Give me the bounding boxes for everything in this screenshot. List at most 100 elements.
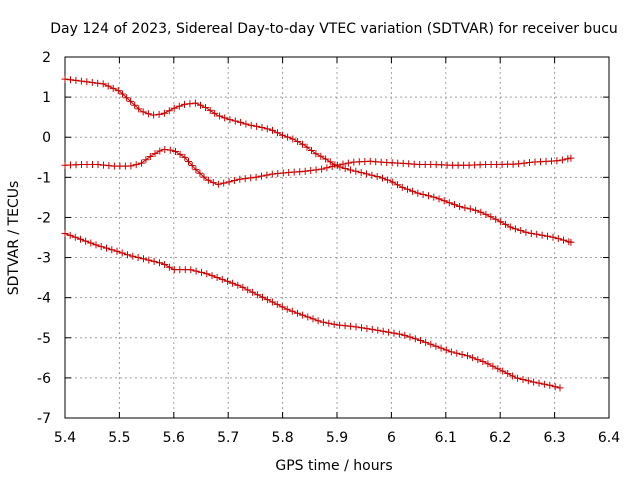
data-point-marker [241,175,249,183]
data-point-marker [99,80,107,88]
data-point-marker [477,208,485,216]
data-point-marker [145,256,153,264]
data-point-marker [259,293,266,301]
data-point-marker [519,376,527,383]
data-point-marker [307,167,315,174]
y-tick-label: -4 [37,291,51,307]
y-tick-label: -1 [37,170,51,186]
data-point-marker [109,84,117,92]
data-point-marker [509,372,517,380]
data-point-marker [304,313,312,321]
data-point-marker [170,104,178,112]
series-upper [61,75,575,246]
data-point-marker [150,257,158,265]
data-point-marker [440,197,448,205]
data-point-marker [150,111,158,119]
data-point-marker [357,169,365,177]
data-point-marker [527,229,535,237]
data-point-marker [492,215,500,223]
data-point-marker [230,177,238,184]
data-point-marker [533,230,541,238]
data-point-marker [334,161,342,169]
data-point-marker [87,239,95,247]
data-point-marker [288,307,296,315]
data-point-marker [269,126,276,134]
data-point-marker [97,243,105,251]
data-point-marker [284,133,292,141]
data-point-marker [127,97,135,105]
data-point-marker [341,165,349,172]
data-point-marker [94,161,102,168]
data-point-marker [129,252,137,260]
data-point-marker [289,135,297,143]
data-point-marker [203,270,211,278]
data-point-marker [546,381,554,389]
data-point-marker [165,107,173,115]
data-point-marker [472,206,480,214]
data-point-marker [544,232,551,240]
data-point-marker [394,181,401,189]
data-point-marker [352,167,360,175]
data-point-marker [138,159,145,167]
y-tick-label: -6 [37,371,51,387]
data-point-marker [417,337,424,344]
data-point-marker [146,153,154,160]
data-point-marker [487,213,495,221]
data-point-marker [425,192,432,200]
data-point-marker [458,351,466,358]
data-point-marker [119,90,126,98]
data-point-marker [103,244,110,252]
data-point-marker [274,129,281,137]
data-point-marker [456,203,464,210]
data-point-marker [214,180,222,188]
data-point-marker [479,358,487,365]
data-point-marker [474,356,482,364]
data-point-marker [560,236,567,244]
data-point-marker [312,150,320,158]
data-point-marker [395,330,403,338]
data-point-marker [294,138,302,145]
data-point-marker [325,319,333,327]
data-point-marker [484,360,492,368]
data-point-marker [252,173,260,181]
data-point-marker [553,157,561,165]
data-point-marker [188,162,196,169]
data-point-marker [530,378,538,386]
data-point-marker [151,150,159,158]
data-point-marker [363,325,371,333]
data-point-marker [368,325,376,333]
data-point-marker [213,274,221,281]
data-point-marker [312,166,320,174]
data-point-marker [208,272,216,280]
data-point-marker [309,315,317,323]
data-point-marker [209,179,217,187]
data-point-marker [419,191,427,198]
data-point-marker [398,183,406,191]
data-point-marker [379,174,386,182]
data-point-marker [464,352,471,360]
data-point-marker [299,311,307,319]
data-point-marker [67,76,74,84]
x-tick-label: 6.1 [435,430,457,446]
data-point-marker [156,259,163,267]
series-lower [61,230,564,392]
data-point-marker [435,195,443,203]
data-point-marker [319,318,327,326]
data-point-marker [330,320,338,328]
data-point-marker [317,152,325,160]
data-point-marker [113,247,121,255]
axis-ticks: 5.4 5.5 5.6 5.7 5.8 5.9 6 6.1 6.2 6.3 6.4 2 1 0 -1 -2 -3… [37,50,620,446]
data-point-marker [82,237,90,245]
data-point-marker [451,201,458,209]
data-point-marker [368,171,376,179]
data-point-marker [344,159,352,167]
data-point-marker [549,233,557,241]
data-point-marker [499,367,507,375]
data-point-marker [218,275,226,283]
data-point-marker [427,340,435,348]
x-tick-label: 5.9 [326,430,348,446]
data-point-marker [165,263,173,271]
data-point-marker [551,383,559,391]
data-point-marker [524,377,532,385]
data-point-marker [411,335,419,343]
